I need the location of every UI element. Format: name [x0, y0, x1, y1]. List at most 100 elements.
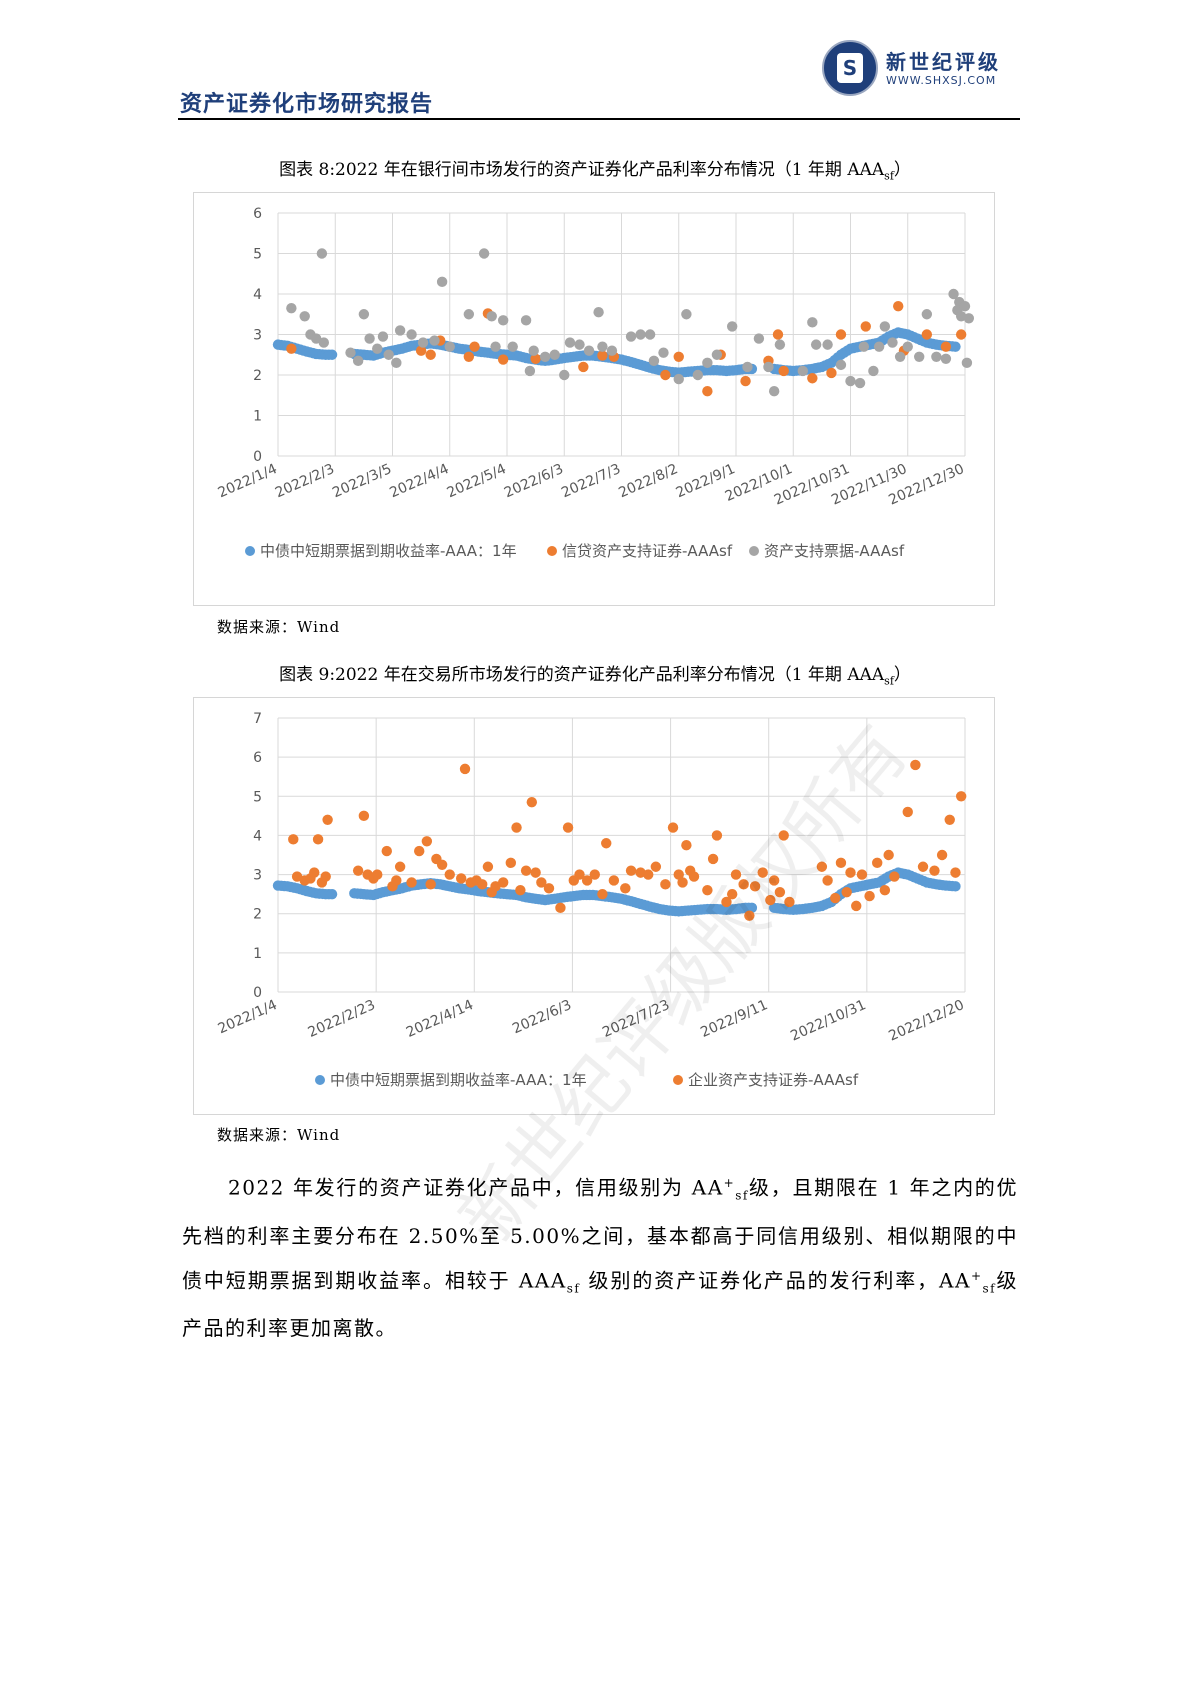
logo-emblem: S	[822, 40, 878, 96]
x-tick-label: 2022/5/4	[445, 461, 509, 501]
data-point	[377, 331, 389, 342]
data-point	[515, 885, 526, 896]
data-point	[425, 349, 436, 360]
curve-point	[950, 881, 961, 892]
y-tick-label: 2	[253, 368, 262, 384]
data-point	[921, 329, 933, 340]
x-tick-label: 2022/7/23	[600, 997, 672, 1041]
legend-label: 企业资产支持证券-AAAsf	[688, 1071, 859, 1089]
data-point	[681, 309, 692, 320]
data-point	[597, 350, 608, 361]
data-point	[417, 337, 429, 348]
data-point	[372, 869, 383, 880]
figure8-title-sub: sf	[884, 169, 894, 183]
series-1	[288, 759, 967, 921]
data-point	[749, 881, 761, 892]
data-point	[358, 309, 370, 320]
data-point	[807, 317, 818, 328]
data-point	[929, 865, 940, 876]
data-point	[702, 885, 713, 896]
company-logo: S 新世纪评级 WWW.SHXSJ.COM	[822, 40, 1022, 100]
figure9-title-end: ）	[893, 665, 911, 685]
data-point	[312, 834, 324, 845]
data-point	[955, 791, 967, 802]
data-point	[822, 339, 833, 350]
legend-label: 中债中短期票据到期收益率-AAA：1年	[330, 1071, 587, 1089]
x-tick-label: 2022/6/3	[510, 997, 574, 1037]
data-point	[822, 875, 833, 886]
legend-marker	[547, 546, 557, 556]
y-tick-label: 0	[253, 449, 262, 465]
data-point	[490, 881, 501, 892]
para-part-1: 2022 年发行的资产证券化产品中，信用级别为 AA	[228, 1175, 724, 1200]
figure8-title-end: ）	[893, 160, 911, 180]
data-point	[589, 869, 600, 880]
data-point	[673, 351, 684, 362]
figure9-title: 图表 9:2022 年在交易所市场发行的资产证券化产品利率分布情况（1 年期 A…	[0, 660, 1190, 687]
legend-marker	[315, 1075, 325, 1085]
y-tick-label: 1	[253, 409, 262, 425]
data-point	[963, 313, 975, 324]
data-point	[635, 329, 646, 340]
data-point	[421, 836, 433, 847]
data-point	[391, 875, 402, 886]
data-point	[835, 857, 847, 869]
data-point	[883, 849, 894, 861]
data-point	[463, 309, 475, 320]
data-point	[581, 875, 593, 886]
data-point	[711, 349, 723, 360]
data-point	[555, 902, 566, 914]
data-point	[456, 873, 467, 884]
data-point	[526, 796, 538, 808]
data-point	[530, 867, 541, 878]
x-tick-label: 2022/6/3	[502, 461, 566, 501]
x-tick-label: 2022/4/14	[404, 997, 476, 1041]
data-point	[574, 869, 585, 880]
data-point	[597, 341, 608, 352]
data-point	[940, 341, 952, 352]
data-point	[910, 759, 921, 771]
data-point	[391, 357, 402, 369]
report-title: 资产证券化市场研究报告	[180, 92, 434, 117]
data-point	[673, 373, 684, 385]
legend-label: 信贷资产支持证券-AAAsf	[562, 542, 733, 560]
y-tick-label: 6	[253, 206, 262, 222]
data-point	[830, 892, 841, 904]
data-point	[726, 321, 738, 332]
data-point	[543, 883, 555, 894]
y-tick-label: 5	[253, 247, 262, 263]
data-point	[936, 849, 948, 861]
data-point	[478, 248, 490, 259]
data-point	[291, 871, 303, 882]
data-point	[738, 879, 749, 890]
para-sup-3: +	[970, 1268, 983, 1283]
chart2-svg: 0 1 2 3 4 5 6 7 2022/1/4 2022/2/23 2022/4/14 2022/6…	[216, 711, 967, 1089]
data-point	[835, 359, 847, 371]
y-tick-label: 4	[253, 828, 262, 844]
data-point	[681, 840, 692, 851]
data-point	[851, 900, 862, 912]
data-point	[726, 888, 738, 900]
data-point	[352, 865, 364, 876]
data-point	[961, 357, 973, 369]
data-point	[879, 885, 891, 896]
legend-label: 资产支持票据-AAAsf	[764, 542, 905, 560]
data-point	[463, 351, 475, 362]
data-point	[660, 879, 671, 890]
data-point	[381, 845, 392, 857]
data-point	[845, 375, 856, 387]
data-point	[497, 877, 509, 888]
data-point	[721, 896, 732, 908]
para-sub-2: sf	[566, 1281, 581, 1296]
data-point	[429, 335, 440, 346]
data-point	[406, 877, 417, 888]
chart2-container: 0 1 2 3 4 5 6 7 2022/1/4 2022/2/23 2022/4/14 2022/6…	[193, 697, 995, 1115]
data-point	[948, 288, 959, 300]
data-point	[921, 309, 933, 320]
x-tick-label: 2022/2/3	[273, 461, 337, 501]
data-point	[372, 343, 383, 354]
curve-point	[326, 888, 338, 900]
data-point	[856, 869, 868, 880]
chart1-container: 0 1 2 3 4 5 6 2022/1/4 2022/2/3 2022/3/5 2022/4/4 2…	[193, 192, 995, 606]
legend-marker	[749, 546, 759, 556]
